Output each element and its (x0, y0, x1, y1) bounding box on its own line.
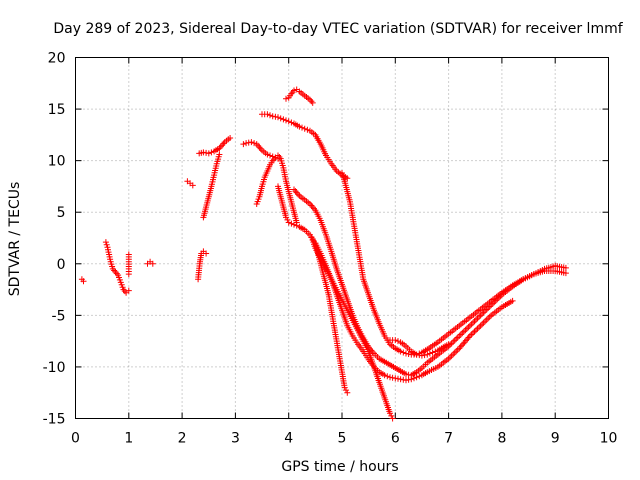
series-arc-3 (125, 251, 132, 278)
series-markers (200, 151, 223, 221)
x-tick-label: 7 (444, 431, 453, 447)
series-markers (184, 178, 196, 189)
series-markers (275, 183, 516, 384)
x-axis-label: GPS time / hours (281, 459, 398, 475)
grid-lines (75, 57, 609, 419)
x-tick-label: 5 (338, 431, 347, 447)
series-arc-5 (184, 178, 196, 189)
axis-ticks: 0 1 2 3 4 5 6 7 8 9 10 -15 -10 -5 0 5 10 15 20 (43, 51, 618, 447)
data-points (78, 86, 569, 422)
series-arc-4 (144, 258, 156, 267)
y-axis-label: SDTVAR / TECUs (7, 182, 23, 297)
y-tick-label: -15 (43, 412, 66, 428)
series-markers (78, 276, 87, 285)
series-markers (283, 86, 316, 106)
series-arc-1 (78, 276, 87, 285)
x-tick-label: 8 (497, 431, 506, 447)
series-markers (253, 152, 300, 226)
series-arc-11 (259, 111, 351, 182)
x-tick-label: 9 (551, 431, 560, 447)
series-markers (102, 239, 132, 296)
x-tick-label: 10 (600, 431, 618, 447)
series-arc-10 (253, 152, 300, 226)
y-tick-label: -5 (52, 308, 66, 324)
x-tick-label: 4 (284, 431, 293, 447)
series-markers (259, 111, 351, 182)
series-arc-12 (283, 86, 316, 106)
x-tick-label: 3 (231, 431, 240, 447)
series-arc-8 (200, 151, 223, 221)
series-arc-2 (102, 239, 132, 296)
series-markers (387, 337, 452, 359)
y-tick-label: 10 (48, 154, 66, 170)
x-tick-label: 2 (178, 431, 187, 447)
y-tick-label: 15 (48, 102, 66, 118)
x-tick-label: 6 (391, 431, 400, 447)
y-tick-label: -10 (43, 360, 66, 376)
y-tick-label: 5 (57, 205, 66, 221)
series-markers (307, 231, 396, 422)
x-tick-label: 1 (124, 431, 133, 447)
series-arc-17 (307, 231, 396, 422)
y-tick-label: 0 (57, 257, 66, 273)
series-markers (339, 170, 569, 358)
chart-title: Day 289 of 2023, Sidereal Day-to-day VTE… (53, 21, 623, 37)
series-arc-6 (195, 248, 210, 283)
x-tick-label: 0 (71, 431, 80, 447)
series-arc-13 (275, 183, 516, 384)
series-markers (125, 251, 132, 278)
series-arc-15 (339, 170, 569, 358)
series-markers (195, 248, 210, 283)
series-arc-18 (387, 337, 452, 359)
series-markers (144, 258, 156, 267)
series-markers (196, 135, 234, 157)
y-tick-label: 20 (48, 51, 66, 67)
series-arc-7 (196, 135, 234, 157)
